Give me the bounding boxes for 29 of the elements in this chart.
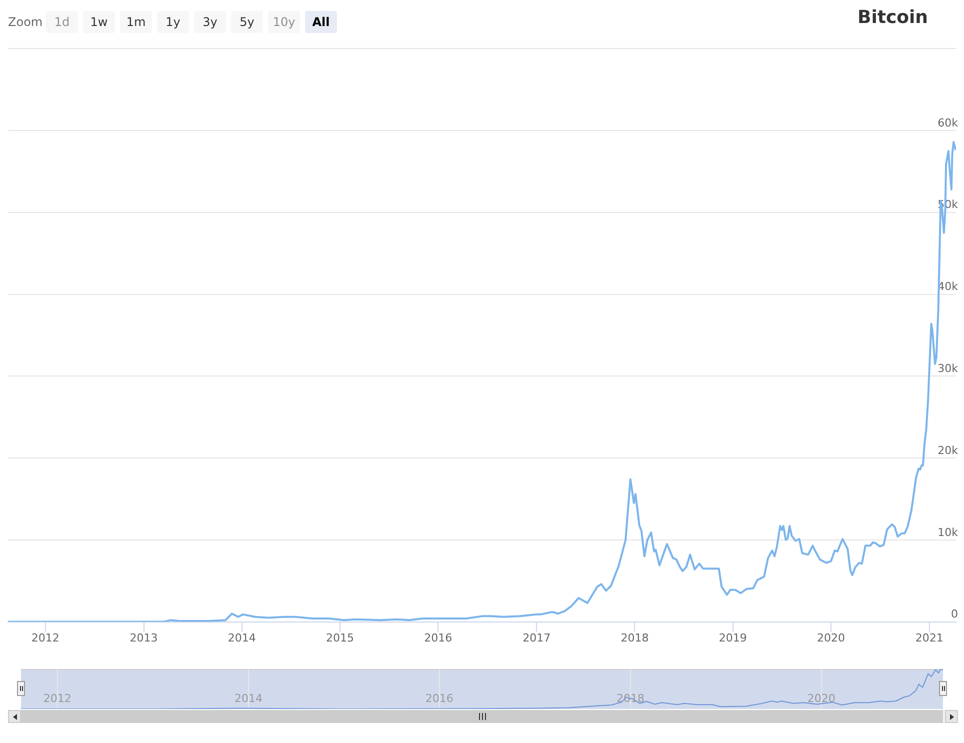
chart-title: Bitcoin bbox=[857, 6, 928, 30]
y-tick-label: 0 bbox=[951, 608, 958, 621]
x-tick-label: 2013 bbox=[130, 631, 158, 644]
text: Zoom bbox=[8, 14, 43, 30]
x-tick-label: 2019 bbox=[718, 631, 747, 644]
range-button: 5y bbox=[231, 11, 263, 33]
x-tick-label: 2012 bbox=[31, 631, 60, 644]
x-tick-label: 2016 bbox=[424, 631, 452, 644]
y-tick-label: 60k bbox=[938, 116, 959, 130]
range-button: 1d bbox=[46, 11, 78, 33]
x-tick-label: 2017 bbox=[522, 631, 551, 644]
x-tick-label: 2014 bbox=[228, 631, 256, 644]
x-tick-label: 2012 bbox=[43, 692, 72, 705]
x-tick-label: 2015 bbox=[326, 631, 354, 644]
range-button: 1m bbox=[120, 11, 152, 33]
x-tick-label: 2018 bbox=[620, 631, 649, 644]
y-tick-label: 30k bbox=[938, 362, 959, 375]
range-button: All bbox=[305, 11, 337, 33]
range-button: 3y bbox=[194, 11, 226, 33]
y-tick-label: 10k bbox=[938, 526, 959, 539]
x-tick-label: 2020 bbox=[816, 631, 845, 644]
y-tick-label: 20k bbox=[938, 444, 959, 457]
range-button: 10y bbox=[268, 11, 300, 33]
x-tick-label: 2016 bbox=[425, 692, 454, 705]
x-tick-label: 2014 bbox=[234, 692, 262, 705]
x-tick-label: 2020 bbox=[807, 692, 836, 705]
range-button: 1w bbox=[83, 11, 115, 33]
x-tick-label: 2021 bbox=[915, 631, 944, 644]
range-button: 1y bbox=[157, 11, 189, 33]
